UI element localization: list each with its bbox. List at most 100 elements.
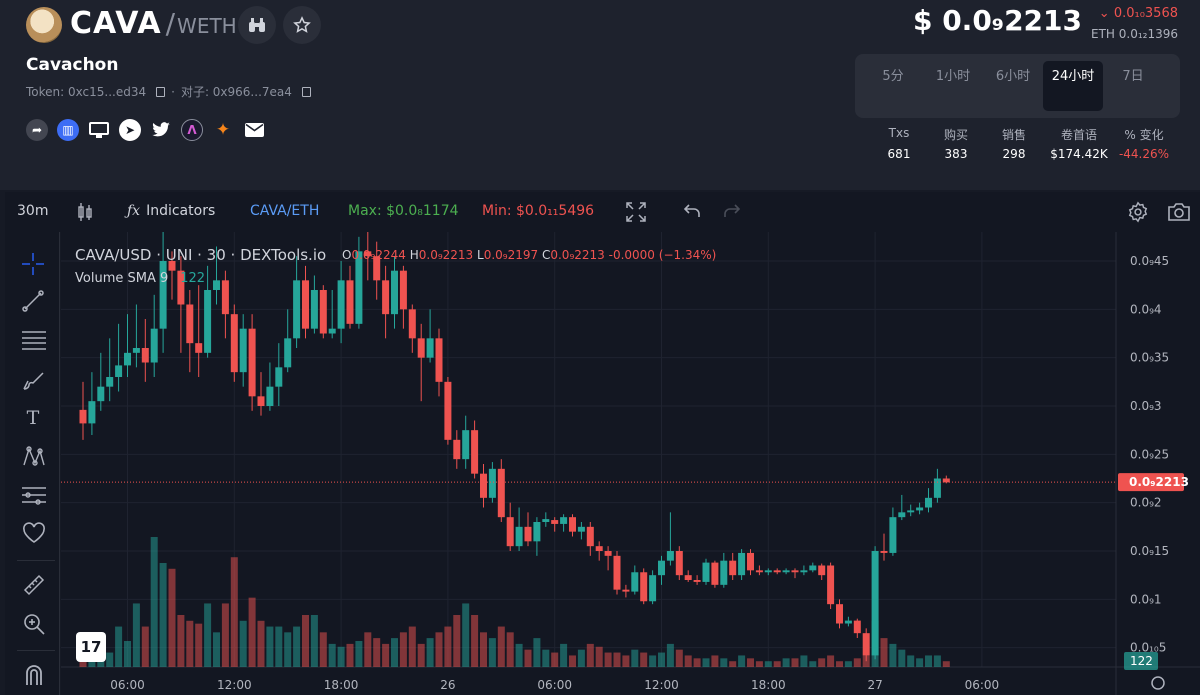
fib-retracement-icon[interactable] <box>22 329 46 351</box>
text-tool-icon[interactable]: T <box>26 407 40 429</box>
timeframe-tab[interactable]: 7日 <box>1122 69 1144 84</box>
brush-icon[interactable] <box>22 369 44 391</box>
candle-body <box>675 551 683 576</box>
volume-tag <box>1124 652 1158 670</box>
volume-bar <box>809 661 817 667</box>
volume-bar <box>711 655 719 667</box>
volume-bar <box>328 643 336 667</box>
chart-icon[interactable]: ▥ <box>57 119 79 141</box>
stat-label: 卷首语 <box>1060 128 1097 142</box>
candle-body <box>613 555 621 590</box>
volume-bar <box>213 632 220 667</box>
stat-label: Txs <box>888 126 910 140</box>
stat-value: 383 <box>944 147 968 161</box>
favorites-heart-icon[interactable] <box>22 522 45 544</box>
zoom-icon[interactable] <box>22 612 45 635</box>
website-icon[interactable] <box>88 119 110 141</box>
candle-body <box>916 507 924 511</box>
timeframe-tab[interactable]: 6小时 <box>995 69 1031 84</box>
timeframe-tab[interactable]: 1小时 <box>935 69 971 84</box>
open-value: 0.0₉2244 <box>351 248 406 262</box>
timeframe-tab[interactable]: 24小时 <box>1043 61 1103 111</box>
volume-bar <box>560 643 568 667</box>
candle-body <box>755 570 763 573</box>
ruler-icon[interactable] <box>22 573 45 596</box>
share-icon[interactable]: ➦ <box>26 119 48 141</box>
volume-bar <box>693 658 701 667</box>
volume-value: 122 <box>180 271 206 286</box>
candle-body <box>408 309 416 339</box>
volume-bar <box>800 655 808 667</box>
candle-body <box>551 520 559 524</box>
fullscreen-icon[interactable] <box>626 202 646 226</box>
pattern-icon[interactable] <box>22 445 45 467</box>
redo-icon[interactable] <box>723 203 741 223</box>
volume-bar <box>658 652 665 667</box>
undo-icon[interactable] <box>683 203 701 223</box>
candle-body <box>711 562 719 585</box>
volume-bar <box>729 661 737 667</box>
symbol-button[interactable]: CAVA/ETH <box>250 203 320 219</box>
copy-pair-icon[interactable] <box>301 86 311 97</box>
candle-body <box>150 328 158 363</box>
volume-bar <box>569 655 576 667</box>
chart-toolbar: 30m ƒx Indicators CAVA/ETH Max: $0.0₈1174… <box>5 192 1200 232</box>
candle-body <box>337 280 345 329</box>
volume-bar <box>239 620 247 667</box>
copy-token-icon[interactable] <box>156 86 166 97</box>
volume-bar <box>319 632 327 667</box>
candle-body <box>889 517 897 553</box>
candle-body <box>791 570 799 573</box>
volume-bar <box>435 632 443 667</box>
candle-type-icon[interactable] <box>77 202 93 226</box>
trendline-icon[interactable] <box>22 290 44 312</box>
email-icon[interactable] <box>243 119 265 141</box>
twitter-icon[interactable] <box>150 119 172 141</box>
magnet-icon[interactable] <box>22 663 44 685</box>
indicators-button[interactable]: ƒx Indicators <box>127 203 215 219</box>
time-tick-label: 18:00 <box>324 678 359 692</box>
timeframe-tab[interactable]: 5分 <box>882 69 904 84</box>
metamask-icon[interactable]: ✦ <box>215 120 231 140</box>
volume-bar <box>106 652 114 667</box>
price-chart[interactable]: 0.0₉45 0.0₉4 0.0₉35 0.0₉3 0.0₉25 0.0₉2 0.0₉15 0… <box>61 232 1200 695</box>
candle-body <box>257 396 265 406</box>
candle-body <box>827 565 835 605</box>
price-tick-label: 0.0₉4 <box>1130 302 1162 316</box>
volume-bar <box>622 655 630 667</box>
volume-bar <box>640 652 648 667</box>
price-tick-label: 0.0₉35 <box>1130 351 1169 365</box>
volume-bar <box>444 626 452 667</box>
candle-body <box>747 552 754 571</box>
binoculars-icon <box>249 18 265 32</box>
prediction-icon[interactable] <box>22 484 46 506</box>
favorite-button[interactable] <box>283 6 321 44</box>
close-value: 0.0₉2213 <box>550 248 605 262</box>
interval-button[interactable]: 30m <box>17 203 49 219</box>
volume-bar <box>399 632 407 667</box>
volume-label: Volume SMA 9 <box>75 271 169 286</box>
time-tick-label: 26 <box>440 678 455 692</box>
volume-bar <box>880 638 888 667</box>
price-change-value: 0.0₁₀3568 <box>1113 6 1178 21</box>
volume-bar <box>649 655 657 667</box>
high-label: H <box>409 248 419 262</box>
eth-price: ETH 0.0₁₂1396 <box>1091 27 1178 41</box>
volume-bar <box>471 615 479 667</box>
volume-bar <box>382 643 390 667</box>
candle-body <box>542 519 550 522</box>
token-sniffer-icon[interactable]: Λ <box>181 119 203 141</box>
binoculars-button[interactable] <box>238 6 276 44</box>
telegram-icon[interactable]: ➤ <box>119 119 141 141</box>
chart-canvas[interactable]: 0.0₉45 0.0₉4 0.0₉35 0.0₉3 0.0₉25 0.0₉2 0.0₉15 0… <box>61 232 1200 695</box>
candle-body <box>346 280 354 324</box>
candle-body <box>159 261 167 329</box>
crosshair-icon[interactable] <box>22 253 44 275</box>
candle-body <box>773 570 781 573</box>
camera-icon[interactable] <box>1167 202 1191 226</box>
candle-body <box>782 570 790 573</box>
settings-icon[interactable] <box>1127 201 1149 227</box>
price-change: ⌄ 0.0₁₀3568 <box>1099 6 1178 21</box>
volume-bar <box>408 626 416 667</box>
volume-bar <box>159 563 167 667</box>
